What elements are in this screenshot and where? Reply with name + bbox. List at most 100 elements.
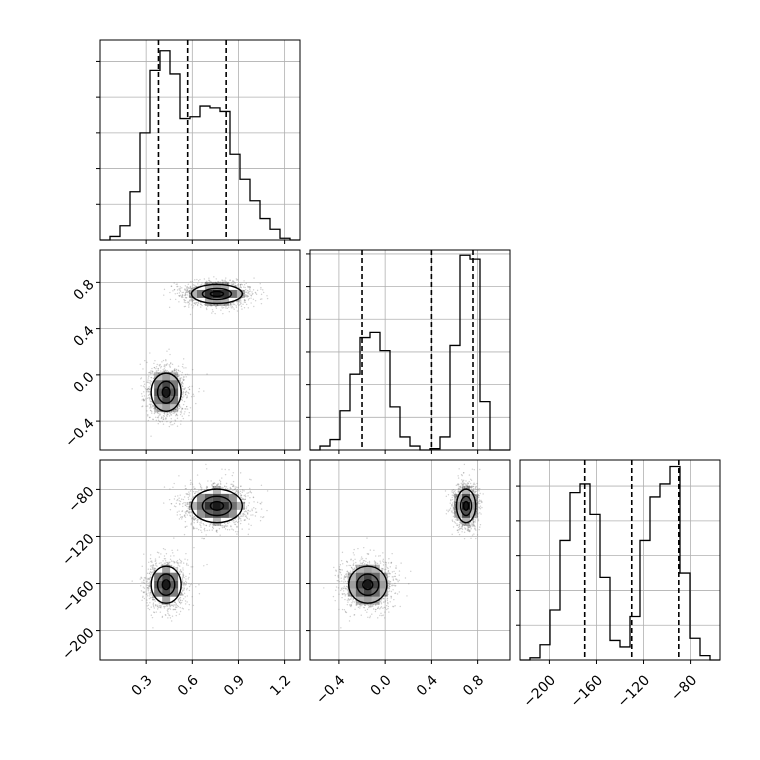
sample-point: [181, 593, 184, 596]
sample-point: [154, 568, 157, 570]
sample-point: [170, 414, 173, 416]
sample-point: [156, 411, 158, 414]
sample-point: [212, 486, 215, 488]
sample-point: [225, 281, 227, 284]
sample-point: [247, 295, 249, 297]
sample-point: [174, 561, 176, 564]
sample-point: [171, 363, 174, 366]
sample-point: [219, 482, 222, 484]
sample-point: [164, 548, 166, 551]
sample-point: [165, 412, 168, 414]
sample-point: [157, 423, 159, 425]
sample-point: [142, 405, 144, 407]
sample-point: [169, 488, 171, 490]
sample-point: [238, 491, 240, 494]
sample-point: [190, 482, 192, 484]
sample-point: [147, 387, 150, 390]
sample-point: [234, 284, 237, 287]
sample-point: [225, 307, 227, 309]
sample-point: [239, 285, 242, 287]
sample-point: [163, 486, 166, 488]
sample-point: [180, 412, 183, 414]
sample-point: [214, 485, 217, 488]
sample-point: [184, 299, 187, 302]
sample-point: [160, 607, 162, 609]
sample-point: [178, 301, 180, 303]
sample-point: [248, 502, 250, 504]
sample-point: [200, 306, 202, 308]
sample-point: [188, 290, 190, 293]
sample-point: [183, 305, 186, 308]
sample-point: [181, 592, 183, 594]
sample-point: [162, 415, 165, 417]
sample-point: [175, 605, 177, 607]
sample-point: [203, 537, 206, 540]
x-tick-label: −200: [521, 672, 560, 711]
sample-point: [163, 502, 165, 504]
sample-point: [190, 419, 192, 422]
sample-point: [182, 291, 185, 294]
sample-point: [147, 586, 150, 589]
sample-point: [214, 312, 216, 315]
sample-point: [160, 562, 162, 564]
sample-point: [139, 363, 141, 365]
sample-point: [249, 293, 251, 295]
sample-point: [143, 399, 145, 401]
sample-point: [199, 486, 202, 488]
sample-point: [164, 560, 167, 562]
sample-point: [205, 524, 207, 527]
sample-point: [160, 365, 163, 368]
sample-point: [174, 608, 176, 611]
sample-point: [197, 529, 200, 531]
sample-point: [221, 306, 223, 308]
density-cell: [228, 289, 237, 298]
sample-point: [151, 406, 154, 408]
sample-point: [179, 599, 182, 601]
sample-point: [167, 612, 169, 615]
sample-point: [253, 501, 255, 503]
sample-point: [195, 586, 197, 588]
sample-point: [148, 585, 150, 588]
sample-point: [142, 398, 144, 400]
sample-point: [156, 363, 158, 366]
sample-point: [168, 614, 170, 616]
sample-point: [185, 493, 187, 495]
sample-point: [185, 405, 188, 408]
sample-point: [207, 480, 209, 482]
sample-point: [161, 361, 163, 363]
sample-point: [166, 415, 168, 418]
sample-point: [146, 381, 148, 383]
sample-point: [154, 408, 157, 410]
sample-point: [153, 599, 155, 601]
sample-point: [210, 281, 212, 283]
sample-point: [146, 602, 148, 604]
sample-point: [171, 370, 173, 372]
sample-point: [164, 411, 166, 414]
sample-point: [153, 607, 156, 609]
sample-point: [161, 616, 164, 619]
sample-point: [198, 391, 200, 393]
sample-point: [148, 592, 150, 594]
sample-point: [171, 370, 174, 372]
sample-point: [166, 411, 169, 414]
sample-point: [186, 562, 188, 565]
sample-point: [178, 288, 180, 290]
sample-point: [182, 383, 184, 385]
sample-point: [266, 490, 269, 492]
sample-point: [151, 596, 153, 599]
sample-point: [230, 483, 232, 486]
sample-point: [241, 528, 243, 530]
sample-point: [152, 605, 155, 608]
sample-point: [152, 604, 155, 607]
sample-point: [149, 409, 152, 411]
sample-point: [151, 566, 153, 568]
sample-point: [189, 501, 192, 503]
sample-point: [142, 596, 144, 599]
sample-point: [223, 485, 226, 487]
sample-point: [149, 382, 152, 384]
sample-point: [235, 306, 238, 309]
sample-point: [142, 368, 144, 370]
sample-point: [175, 614, 177, 617]
sample-point: [243, 299, 246, 301]
sample-point: [248, 286, 250, 288]
